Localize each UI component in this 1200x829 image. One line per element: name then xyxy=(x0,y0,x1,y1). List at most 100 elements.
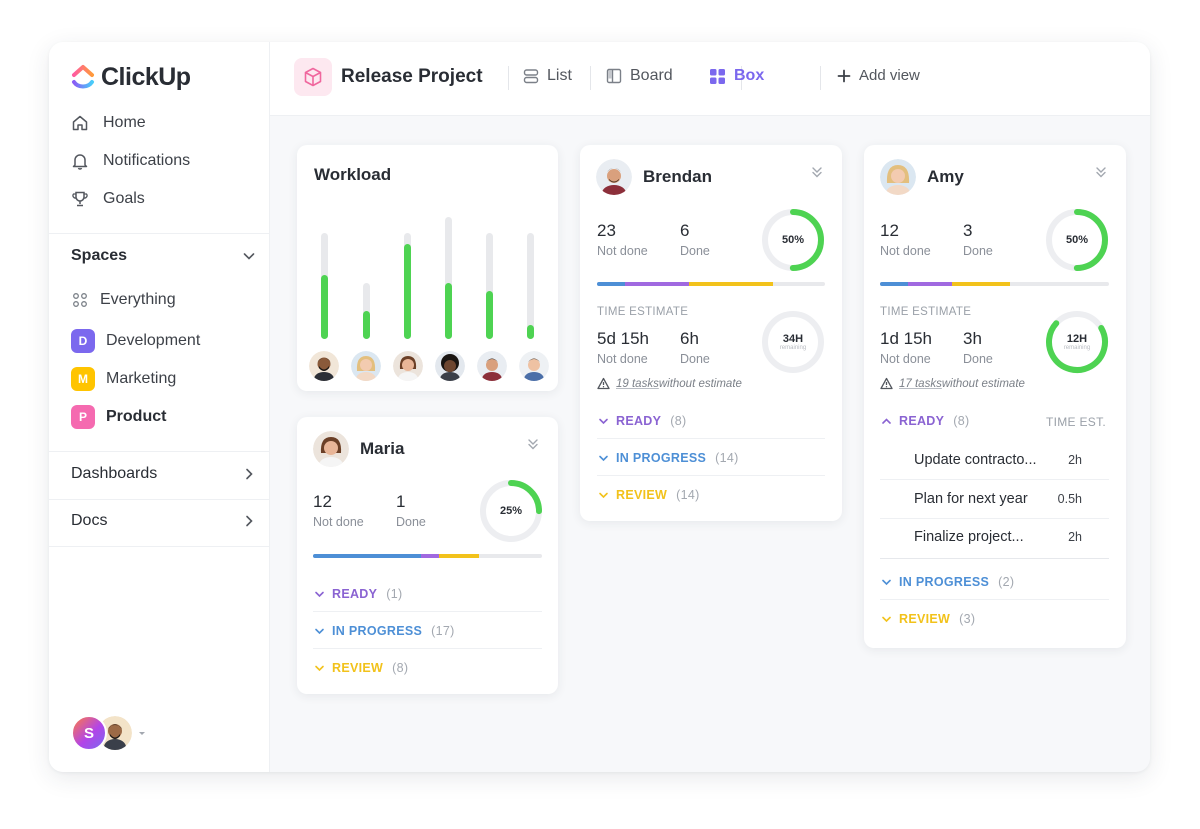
hours-sub: remaining xyxy=(1063,345,1091,351)
not-done-label: Not done xyxy=(880,244,931,258)
task-row[interactable]: Update contracto... 2h xyxy=(880,441,1106,479)
chevron-down-icon xyxy=(243,253,255,260)
user-avatar: S xyxy=(71,715,107,751)
amy-card: Amy 12 Not done 3 Done 50% TIME ESTIMATE… xyxy=(864,145,1126,648)
workload-bar[interactable] xyxy=(486,291,493,339)
tab-board[interactable]: Board xyxy=(606,67,673,85)
progress-ring-graphic xyxy=(480,480,542,542)
status-group-review[interactable]: REVIEW (3) xyxy=(881,612,975,626)
logo[interactable]: ClickUp xyxy=(71,62,191,92)
not-done-count: 23 xyxy=(597,221,616,240)
space-badge: P xyxy=(71,405,95,429)
space-development[interactable]: D Development xyxy=(71,329,200,353)
time-not-done-stat: 5d 15h Not done xyxy=(597,329,649,366)
sidebar-item-docs[interactable]: Docs xyxy=(71,512,256,530)
divider xyxy=(597,438,825,439)
task-estimate: 2h xyxy=(1068,453,1082,467)
task-row[interactable]: Finalize project... 2h xyxy=(880,518,1106,556)
workload-bar[interactable] xyxy=(404,244,411,339)
status-label: REVIEW xyxy=(899,612,951,626)
status-group-in-progress[interactable]: IN PROGRESS (2) xyxy=(881,575,1014,589)
header-divider xyxy=(508,66,509,90)
nav-notifications[interactable]: Notifications xyxy=(71,152,190,170)
done-stat: 6 Done xyxy=(680,221,710,258)
tasks-without-estimate-link[interactable]: 19 tasks xyxy=(616,377,659,390)
progress-segment-review xyxy=(439,554,479,558)
status-progress-bar xyxy=(313,554,542,558)
status-group-in-progress[interactable]: IN PROGRESS (17) xyxy=(314,624,455,638)
collapse-icon[interactable] xyxy=(810,165,824,179)
collapse-icon[interactable] xyxy=(526,437,540,451)
sidebar-divider xyxy=(49,233,270,234)
divider xyxy=(880,479,1109,480)
avatar xyxy=(393,351,423,381)
nav-home[interactable]: Home xyxy=(71,114,146,132)
avatar xyxy=(880,159,916,195)
spaces-header-label: Spaces xyxy=(71,247,128,264)
person-header: Maria xyxy=(313,431,404,467)
hours-ring-graphic xyxy=(762,311,824,373)
chevron-down-icon xyxy=(314,589,325,600)
progress-segment-ready xyxy=(625,282,689,286)
hours-ring: 12H remaining xyxy=(1044,309,1110,375)
task-row[interactable]: Plan for next year 0.5h xyxy=(880,480,1106,518)
space-everything[interactable]: Everything xyxy=(71,291,176,309)
divider xyxy=(597,475,825,476)
progress-segment-review xyxy=(952,282,1010,286)
status-group-ready[interactable]: READY (8) xyxy=(881,414,969,428)
tasks-without-estimate-link[interactable]: 17 tasks xyxy=(899,377,942,390)
page-title: Release Project xyxy=(341,66,483,87)
workload-bar-track xyxy=(486,233,493,339)
workload-bar-track xyxy=(321,233,328,339)
status-group-ready[interactable]: READY (8) xyxy=(598,414,686,428)
sidebar-item-dashboards[interactable]: Dashboards xyxy=(71,465,256,483)
hours-ring-graphic xyxy=(1046,311,1108,373)
tab-list[interactable]: List xyxy=(523,67,572,85)
workload-bar[interactable] xyxy=(321,275,328,339)
divider xyxy=(880,558,1109,559)
space-product[interactable]: P Product xyxy=(71,405,166,429)
nav-goals[interactable]: Goals xyxy=(71,190,145,208)
space-marketing[interactable]: M Marketing xyxy=(71,367,176,391)
workload-title: Workload xyxy=(314,165,392,184)
status-label: READY xyxy=(332,587,378,601)
workload-bar[interactable] xyxy=(445,283,452,339)
chevron-right-icon xyxy=(246,468,253,480)
add-view-label: Add view xyxy=(859,67,920,84)
not-done-label: Not done xyxy=(597,352,648,366)
workload-bar[interactable] xyxy=(527,325,534,339)
teammate-avatar xyxy=(98,716,132,750)
status-count: (3) xyxy=(959,612,976,626)
status-group-review[interactable]: REVIEW (14) xyxy=(598,488,700,502)
hours-ring: 34H remaining xyxy=(760,309,826,375)
time-done-stat: 6h Done xyxy=(680,329,710,366)
status-group-review[interactable]: REVIEW (8) xyxy=(314,661,408,675)
space-everything-label: Everything xyxy=(100,291,176,308)
status-group-ready[interactable]: READY (1) xyxy=(314,587,402,601)
progress-percent: 50% xyxy=(1065,234,1089,246)
done-label: Done xyxy=(680,244,710,258)
tab-box-label: Box xyxy=(734,67,765,84)
status-label: REVIEW xyxy=(332,661,384,675)
space-badge: D xyxy=(71,329,95,353)
collapse-icon[interactable] xyxy=(1094,165,1108,179)
progress-ring-graphic xyxy=(1046,209,1108,271)
time-done: 3h xyxy=(963,329,982,348)
done-label: Done xyxy=(680,352,710,366)
status-group-in-progress[interactable]: IN PROGRESS (14) xyxy=(598,451,739,465)
box-icon xyxy=(709,68,726,85)
status-count: (1) xyxy=(386,587,403,601)
spaces-header[interactable]: Spaces xyxy=(71,247,256,265)
tab-box[interactable]: Box xyxy=(709,67,764,85)
workload-bar[interactable] xyxy=(363,311,370,339)
task-name: Finalize project... xyxy=(914,529,1024,545)
done-stat: 3 Done xyxy=(963,221,993,258)
add-view-button[interactable]: Add view xyxy=(837,67,920,84)
status-count: (2) xyxy=(998,575,1015,589)
time-estimate-label: TIME ESTIMATE xyxy=(597,306,689,318)
user-menu[interactable]: S xyxy=(71,715,147,751)
chevron-down-icon xyxy=(881,577,892,588)
space-badge: M xyxy=(71,367,95,391)
avatar xyxy=(309,351,339,381)
task-name: Plan for next year xyxy=(914,491,1028,507)
